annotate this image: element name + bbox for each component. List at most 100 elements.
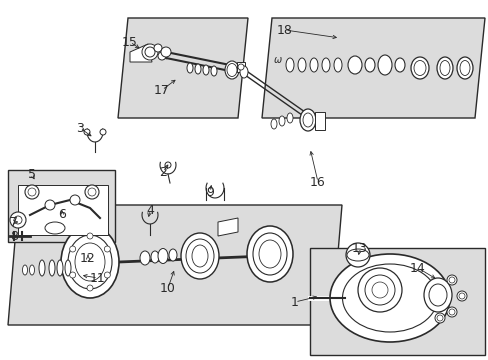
Ellipse shape (57, 260, 63, 276)
Ellipse shape (151, 251, 159, 263)
Ellipse shape (459, 60, 469, 76)
Circle shape (446, 275, 456, 285)
Bar (237, 62, 244, 72)
Text: 17: 17 (154, 84, 170, 96)
Circle shape (458, 293, 464, 299)
Text: 1: 1 (290, 296, 298, 309)
Text: 5: 5 (28, 168, 36, 181)
Ellipse shape (246, 226, 292, 282)
Text: 4: 4 (146, 203, 154, 216)
Ellipse shape (303, 113, 312, 127)
Ellipse shape (347, 56, 361, 74)
Polygon shape (8, 170, 115, 242)
Ellipse shape (333, 58, 341, 72)
Text: 12: 12 (80, 252, 96, 265)
Ellipse shape (224, 61, 239, 79)
Circle shape (145, 47, 155, 57)
Ellipse shape (61, 226, 119, 298)
Ellipse shape (169, 249, 177, 261)
Circle shape (69, 272, 76, 278)
Circle shape (100, 129, 106, 135)
Polygon shape (309, 248, 484, 355)
Ellipse shape (29, 265, 35, 275)
Text: 14: 14 (409, 261, 425, 274)
Ellipse shape (140, 251, 150, 265)
Circle shape (88, 188, 96, 196)
Circle shape (448, 309, 454, 315)
Ellipse shape (65, 260, 71, 276)
Circle shape (69, 246, 76, 252)
Ellipse shape (181, 233, 219, 279)
Ellipse shape (22, 265, 27, 275)
Text: 8: 8 (10, 230, 18, 243)
Ellipse shape (329, 254, 449, 342)
Ellipse shape (195, 64, 201, 74)
Ellipse shape (158, 248, 168, 264)
Circle shape (446, 307, 456, 317)
Circle shape (371, 282, 387, 298)
Ellipse shape (226, 63, 237, 77)
Ellipse shape (410, 57, 428, 79)
Ellipse shape (456, 57, 472, 79)
Circle shape (45, 200, 55, 210)
Circle shape (346, 243, 369, 267)
Circle shape (436, 315, 442, 321)
Ellipse shape (286, 113, 292, 123)
Ellipse shape (75, 243, 105, 281)
Ellipse shape (364, 58, 374, 72)
Circle shape (161, 47, 171, 57)
Circle shape (154, 44, 162, 52)
Ellipse shape (240, 66, 247, 78)
Polygon shape (18, 185, 108, 235)
Ellipse shape (423, 278, 451, 312)
Ellipse shape (309, 58, 317, 72)
Circle shape (238, 64, 244, 70)
Ellipse shape (279, 116, 285, 126)
Circle shape (364, 275, 394, 305)
Text: 13: 13 (351, 242, 367, 255)
Text: 6: 6 (58, 208, 66, 221)
Circle shape (14, 216, 22, 224)
Circle shape (85, 185, 99, 199)
Ellipse shape (413, 60, 425, 76)
Ellipse shape (68, 235, 112, 289)
Ellipse shape (321, 58, 329, 72)
Polygon shape (262, 18, 484, 118)
Ellipse shape (192, 245, 207, 267)
Circle shape (10, 212, 26, 228)
Text: 16: 16 (309, 175, 325, 189)
Ellipse shape (439, 60, 449, 76)
Ellipse shape (39, 260, 45, 276)
Text: 18: 18 (277, 23, 292, 36)
Circle shape (104, 246, 110, 252)
Ellipse shape (252, 233, 286, 275)
Text: 3: 3 (76, 122, 84, 135)
Polygon shape (8, 205, 341, 325)
Circle shape (28, 188, 36, 196)
Text: 15: 15 (122, 36, 138, 49)
Text: 11: 11 (90, 271, 106, 284)
Ellipse shape (346, 249, 368, 261)
Circle shape (84, 129, 90, 135)
Ellipse shape (210, 66, 217, 76)
Ellipse shape (203, 65, 208, 75)
Polygon shape (118, 18, 247, 118)
Ellipse shape (342, 264, 437, 332)
Polygon shape (130, 44, 152, 62)
Ellipse shape (299, 109, 315, 131)
Circle shape (25, 185, 39, 199)
Circle shape (357, 268, 401, 312)
Ellipse shape (270, 119, 276, 129)
Text: 7: 7 (10, 216, 18, 229)
Circle shape (158, 52, 165, 60)
Ellipse shape (285, 58, 293, 72)
Text: ω: ω (273, 55, 282, 65)
Polygon shape (218, 218, 238, 236)
Text: 10: 10 (160, 282, 176, 294)
Ellipse shape (186, 63, 193, 73)
Circle shape (142, 44, 158, 60)
Ellipse shape (259, 240, 281, 268)
Ellipse shape (45, 222, 65, 234)
Circle shape (434, 313, 444, 323)
Ellipse shape (185, 239, 214, 273)
